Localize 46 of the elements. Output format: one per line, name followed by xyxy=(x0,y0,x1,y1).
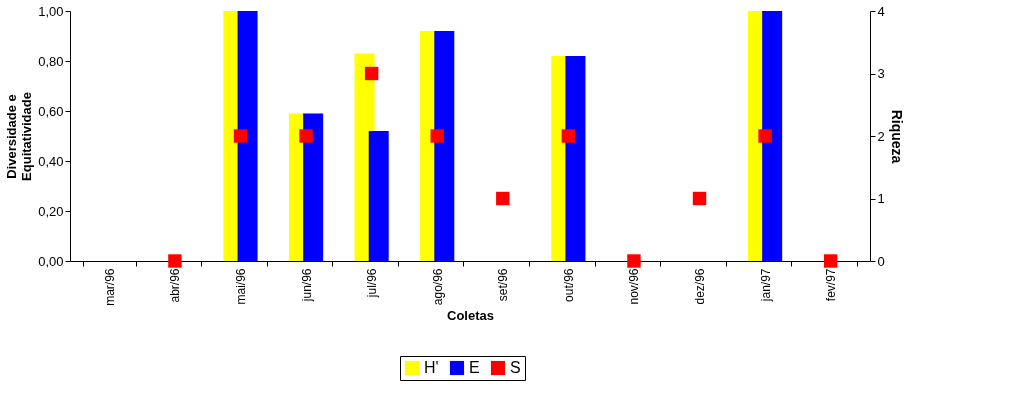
y-tick-label: 0,40 xyxy=(38,153,64,169)
legend-label: H' xyxy=(424,359,439,376)
x-tick-label: nov/96 xyxy=(627,268,642,305)
x-tick-label: set/96 xyxy=(496,268,511,302)
x-tick-label: mai/96 xyxy=(233,268,248,305)
x-tick-label: abr/96 xyxy=(168,268,183,303)
point xyxy=(364,66,379,81)
bar xyxy=(434,31,455,261)
x-tick-label: mar/96 xyxy=(102,268,117,306)
y2-tick-label: 0 xyxy=(877,253,885,269)
y2-tick-label: 4 xyxy=(877,3,885,19)
y-tick-label: 0,60 xyxy=(38,103,64,119)
y-tick-label: 0,80 xyxy=(38,53,64,69)
point xyxy=(627,254,641,268)
x-tick-label: out/96 xyxy=(561,268,576,302)
y-tick-label: 0,20 xyxy=(38,203,64,219)
legend-label: S xyxy=(510,359,521,376)
y-axis-title: Diversidade e Equitatividade xyxy=(4,92,35,181)
bar xyxy=(762,11,783,261)
y2-tick-label: 2 xyxy=(877,128,885,144)
bar xyxy=(565,56,586,261)
point xyxy=(758,129,772,143)
point xyxy=(823,254,838,268)
point xyxy=(496,191,510,206)
point xyxy=(299,129,313,143)
bar xyxy=(368,131,389,261)
bar xyxy=(303,113,324,261)
y-tick-label: 1,00 xyxy=(38,3,64,19)
y2-tick-label: 3 xyxy=(877,66,885,81)
x-tick-label: jul/96 xyxy=(365,268,380,299)
point xyxy=(168,254,182,268)
legend-label: E xyxy=(469,359,480,376)
y2-tick-label: 1 xyxy=(877,191,885,206)
x-axis-title: Coletas xyxy=(447,307,494,323)
point xyxy=(233,129,248,143)
bar xyxy=(237,11,258,261)
y-tick-label: 0,00 xyxy=(38,253,64,269)
y2-axis-title: Riqueza xyxy=(888,109,905,164)
x-tick-label: fev/97 xyxy=(824,268,839,302)
point xyxy=(692,191,707,206)
x-tick-label: ago/96 xyxy=(430,268,445,306)
point xyxy=(430,129,444,143)
x-tick-label: jan/97 xyxy=(758,268,773,303)
point xyxy=(561,129,576,143)
x-tick-label: jun/96 xyxy=(299,268,314,303)
x-tick-label: dez/96 xyxy=(693,268,708,305)
